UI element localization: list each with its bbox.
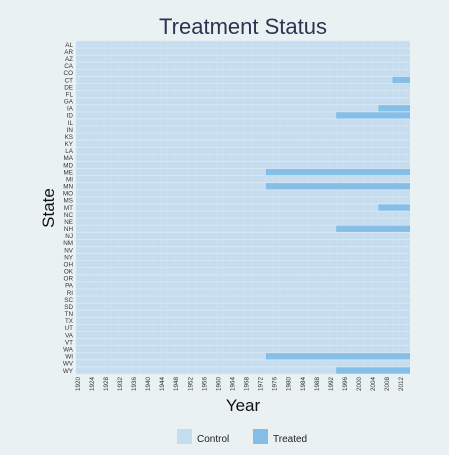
year-label-1948: 1948 [173,377,180,392]
treated-cell-ct [392,76,410,84]
legend-label-treated: Treated [273,434,307,445]
state-label-az: AZ [65,56,73,63]
year-label-1920: 1920 [75,377,82,392]
state-label-wi: WI [65,354,73,361]
state-label-tn: TN [65,311,74,318]
year-tick-labels: 1920 1924 1928 1932 1936 1940 1944 1948 1952 1956… [75,377,405,392]
state-label-il: IL [68,120,74,127]
year-label-1960: 1960 [215,377,222,392]
state-label-mn: MN [63,184,73,191]
state-label-ar: AR [64,49,73,56]
state-label-ut: UT [65,325,74,332]
legend: Control Treated [177,429,307,445]
treated-cells [265,76,410,374]
state-label-nv: NV [64,247,74,254]
year-label-1924: 1924 [89,377,96,392]
legend-swatch-control [177,429,192,444]
state-label-sc: SC [64,297,73,304]
y-axis-label: State [39,188,58,228]
treated-cell-wy [336,367,410,374]
state-label-ia: IA [67,106,74,113]
year-label-1996: 1996 [342,377,349,392]
state-label-mo: MO [63,191,73,198]
plot-area [76,41,410,374]
state-label-fl: FL [66,91,74,98]
state-label-id: ID [67,113,74,120]
state-label-ky: KY [65,141,74,148]
legend-swatch-treated [253,429,268,444]
year-label-1936: 1936 [131,377,138,392]
state-label-in: IN [67,127,74,134]
year-label-2004: 2004 [370,377,377,392]
treated-cell-nh [336,225,410,232]
state-label-nc: NC [64,212,74,219]
year-label-1940: 1940 [145,377,152,392]
year-label-1952: 1952 [187,377,194,392]
year-label-2012: 2012 [398,377,405,392]
state-label-vt: VT [65,339,73,346]
state-label-nj: NJ [65,233,73,240]
state-label-ca: CA [64,63,74,70]
year-label-1964: 1964 [229,377,236,392]
year-label-2008: 2008 [384,377,391,392]
year-label-1932: 1932 [117,377,124,392]
state-label-va: VA [65,332,74,339]
treated-cell-wi [265,353,410,360]
treated-cell-id [336,112,410,119]
chart-title: Treatment Status [159,14,327,39]
state-label-me: ME [64,169,73,176]
state-label-wa: WA [63,347,74,354]
state-label-wy: WY [63,368,74,375]
year-label-1928: 1928 [103,377,110,392]
state-label-or: OR [64,276,74,283]
year-label-2000: 2000 [356,377,363,392]
state-label-nh: NH [64,226,74,233]
state-label-tx: TX [65,318,74,325]
state-label-ma: MA [64,155,74,162]
grid-layer [75,40,410,375]
treated-cell-me [265,168,410,176]
state-label-ok: OK [64,269,74,276]
year-label-1944: 1944 [159,377,166,392]
state-label-oh: OH [64,261,74,268]
state-label-ne: NE [64,219,73,226]
state-label-ct: CT [65,77,74,84]
year-label-1980: 1980 [286,377,293,392]
year-label-1968: 1968 [244,377,251,392]
state-label-al: AL [65,42,73,49]
state-label-nm: NM [63,240,73,247]
state-label-de: DE [64,84,73,91]
state-label-mt: MT [64,205,73,212]
state-label-md: MD [63,162,73,169]
year-label-1976: 1976 [272,377,279,392]
state-label-pa: PA [65,283,74,290]
state-label-ny: NY [64,254,74,261]
state-label-ga: GA [64,99,74,106]
state-label-mi: MI [66,176,73,183]
year-label-1956: 1956 [201,377,208,392]
state-label-co: CO [64,70,74,77]
x-axis-label: Year [226,396,261,415]
state-label-la: LA [65,148,74,155]
state-label-wv: WV [63,361,74,368]
treated-cell-ia [378,105,410,112]
year-label-1984: 1984 [300,377,307,392]
legend-label-control: Control [197,434,229,445]
treated-cell-mn [265,183,410,190]
year-label-1992: 1992 [328,377,335,392]
state-label-ks: KS [65,134,73,141]
state-label-ms: MS [64,198,73,205]
state-label-ri: RI [67,290,74,297]
year-label-1972: 1972 [258,377,265,392]
year-label-1988: 1988 [314,377,321,392]
state-label-sd: SD [64,304,73,311]
treated-cell-mt [378,204,410,211]
state-tick-labels: ALARAZCACOCTDEFLGAIAIDILINKSKYLAMAMDMEMI… [63,42,74,375]
